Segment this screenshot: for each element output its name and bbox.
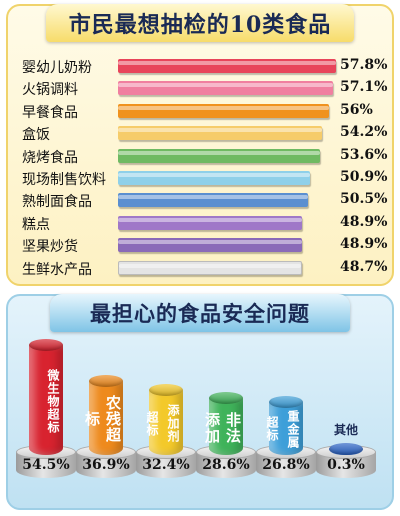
- category-label: 非法添加: [203, 411, 242, 444]
- bar: [118, 215, 303, 230]
- cylinder-bar: 非法添加: [203, 392, 243, 455]
- cylinder-chart: 54.5% 微生物超标 36.9% 农残超标 32.4% 添加剂超标 28.6% 非法添加 26…: [8, 296, 396, 512]
- value-label: 32.4%: [142, 457, 190, 473]
- category-label: 早餐食品: [22, 104, 78, 121]
- category-label: 微生物超标: [46, 368, 60, 434]
- category-label: 现场制售饮料: [22, 172, 106, 188]
- value-label: 54.2%: [340, 124, 388, 141]
- cylinder-bar: 农残超标: [83, 375, 123, 455]
- safety-concern-panel: 最担心的食品安全问题 54.5% 微生物超标 36.9% 农残超标 32.4% 添加剂超标…: [6, 294, 394, 510]
- value-label: 50.5%: [340, 191, 388, 208]
- category-label: 生鲜水产品: [22, 261, 92, 278]
- value-label: 36.9%: [82, 457, 130, 473]
- bar-row: 生鲜水产品 48.7%: [8, 258, 396, 278]
- value-label: 57.1%: [340, 79, 388, 96]
- bar-row: 现场制售饮料 50.9%: [8, 168, 396, 188]
- bar-row: 烧烤食品 53.6%: [8, 146, 396, 166]
- bar-chart: 婴幼儿奶粉 57.8% 火锅调料 57.1% 早餐食品 56% 盒饭 54.2% 烧烤食品 53.…: [8, 56, 396, 282]
- cylinder-bar: 添加剂超标: [145, 384, 183, 455]
- bar: [118, 260, 302, 275]
- cylinder-bar: 微生物超标: [29, 339, 63, 455]
- bar: [118, 193, 309, 208]
- bar-row: 糕点 48.9%: [8, 213, 396, 233]
- cylinder-bar: [329, 443, 363, 455]
- value-label: 57.8%: [340, 57, 388, 73]
- category-label: 农残超标: [83, 395, 122, 444]
- category-label: 婴幼儿奶粉: [22, 60, 92, 76]
- value-label: 48.9%: [340, 236, 388, 253]
- value-label: 48.7%: [340, 258, 388, 275]
- bar: [118, 103, 330, 118]
- cylinder-bar: 重金属超标: [265, 395, 303, 455]
- value-label: 56%: [340, 101, 373, 118]
- value-label: 50.9%: [340, 169, 388, 185]
- category-label: 添加剂超标: [145, 404, 180, 444]
- category-label: 盒饭: [22, 127, 50, 144]
- bar-row: 熟制面食品 50.5%: [8, 190, 396, 210]
- category-label: 其他: [333, 423, 358, 437]
- bar: [118, 148, 321, 163]
- category-label: 烧烤食品: [22, 149, 78, 166]
- bar-row: 坚果炒货 48.9%: [8, 235, 396, 255]
- bar: [118, 59, 336, 73]
- bar-row: 火锅调料 57.1%: [8, 78, 396, 98]
- chart1-title: 市民最想抽检的10类食品: [46, 4, 354, 42]
- bar: [118, 126, 323, 141]
- bar: [118, 81, 334, 96]
- bar-row: 盒饭 54.2%: [8, 123, 396, 143]
- category-label: 糕点: [22, 216, 50, 233]
- bar: [118, 238, 303, 253]
- bar-row: 早餐食品 56%: [8, 101, 396, 121]
- chart2-title: 最担心的食品安全问题: [50, 294, 350, 332]
- value-label: 48.9%: [340, 213, 388, 230]
- value-label: 28.6%: [202, 457, 250, 473]
- food-testing-panel: 市民最想抽检的10类食品 婴幼儿奶粉 57.8% 火锅调料 57.1% 早餐食品 56% 盒…: [6, 4, 394, 286]
- value-label: 0.3%: [327, 457, 365, 473]
- value-label: 54.5%: [22, 457, 70, 473]
- category-label: 坚果炒货: [22, 239, 78, 256]
- bar-row: 婴幼儿奶粉 57.8%: [8, 56, 396, 76]
- bar: [118, 171, 310, 185]
- category-label: 熟制面食品: [22, 194, 92, 211]
- value-label: 53.6%: [340, 146, 388, 163]
- value-label: 26.8%: [262, 457, 310, 473]
- category-label: 重金属超标: [265, 409, 300, 449]
- category-label: 火锅调料: [22, 82, 78, 99]
